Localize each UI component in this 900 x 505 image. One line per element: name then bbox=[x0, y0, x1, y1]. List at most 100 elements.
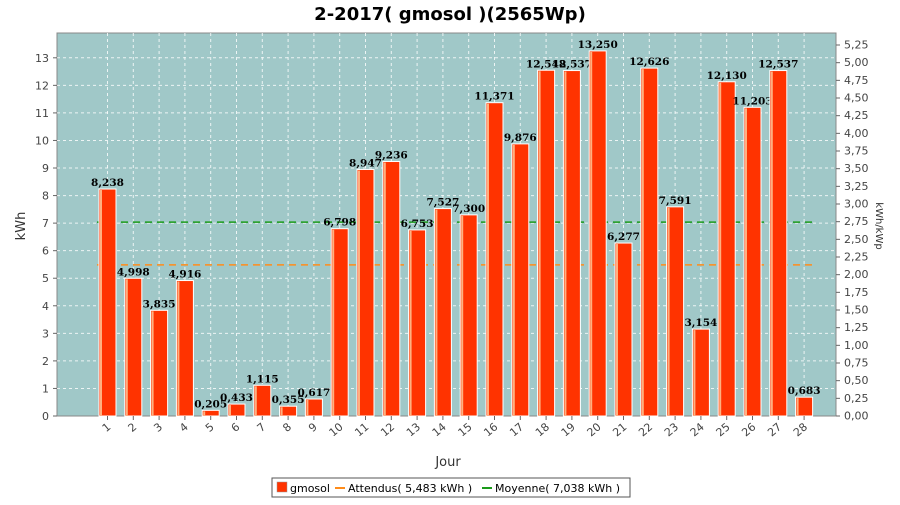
data-label: 9,236 bbox=[375, 150, 408, 162]
y-right-tick-label: 2,25 bbox=[844, 251, 869, 264]
x-tick-label: 6 bbox=[229, 420, 243, 434]
y-right-tick-label: 4,00 bbox=[844, 127, 869, 140]
bar-highlight bbox=[254, 386, 257, 416]
data-label: 6,753 bbox=[401, 218, 434, 230]
data-label: 11,203 bbox=[732, 95, 772, 107]
y-right-tick-label: 4,50 bbox=[844, 92, 869, 105]
data-label: 12,130 bbox=[707, 70, 747, 82]
data-label: 6,798 bbox=[323, 217, 356, 229]
x-tick-label: 16 bbox=[481, 420, 500, 439]
x-tick-label: 3 bbox=[151, 420, 165, 434]
bar-highlight bbox=[770, 71, 773, 417]
x-tick-label: 19 bbox=[559, 420, 578, 439]
y-tick-label: 5 bbox=[42, 272, 49, 285]
bar-highlight bbox=[719, 82, 722, 416]
bar-highlight bbox=[641, 69, 644, 416]
x-tick-label: 21 bbox=[610, 420, 629, 439]
chart-title: 2-2017( gmosol )(2565Wp) bbox=[314, 4, 586, 25]
y-right-tick-label: 0,50 bbox=[844, 374, 869, 387]
y-right-tick-label: 4,75 bbox=[844, 74, 869, 87]
data-label: 13,250 bbox=[578, 39, 618, 51]
bar-highlight bbox=[487, 103, 489, 416]
y-tick-label: 4 bbox=[42, 300, 49, 313]
y-tick-label: 13 bbox=[35, 52, 49, 65]
x-tick-label: 27 bbox=[765, 420, 784, 439]
x-tick-label: 2 bbox=[126, 420, 140, 434]
y-right-tick-label: 0,25 bbox=[844, 392, 869, 405]
data-label: 12,548 bbox=[526, 58, 566, 70]
data-label: 12,537 bbox=[552, 59, 592, 71]
y-axis-right-title: kWh/kWp bbox=[873, 202, 884, 249]
bar-highlight bbox=[332, 229, 335, 416]
legend-label-average: Moyenne( 7,038 kWh ) bbox=[495, 482, 620, 495]
y-right-tick-label: 1,00 bbox=[844, 339, 869, 352]
x-tick-label: 1 bbox=[100, 420, 114, 434]
data-label: 8,238 bbox=[91, 177, 124, 189]
y-tick-label: 12 bbox=[35, 79, 49, 92]
y-tick-label: 1 bbox=[42, 382, 49, 395]
y-right-tick-label: 0,75 bbox=[844, 357, 869, 370]
x-tick-label: 26 bbox=[739, 420, 758, 439]
x-tick-label: 14 bbox=[430, 420, 449, 439]
data-label: 1,115 bbox=[246, 373, 279, 385]
legend-label-gmosol: gmosol bbox=[290, 482, 330, 495]
y-tick-label: 9 bbox=[42, 162, 49, 175]
bar-highlight bbox=[358, 170, 360, 416]
data-label: 0,355 bbox=[272, 394, 305, 406]
data-label: 11,371 bbox=[474, 91, 514, 103]
data-label: 8,947 bbox=[349, 157, 382, 169]
bar-highlight bbox=[796, 398, 799, 416]
bar-highlight bbox=[280, 407, 283, 416]
bar-highlight bbox=[745, 108, 747, 416]
x-tick-label: 20 bbox=[585, 420, 604, 439]
bar-highlight bbox=[512, 144, 515, 416]
data-label: 0,683 bbox=[788, 385, 821, 397]
data-label: 7,527 bbox=[426, 197, 459, 209]
data-label: 7,300 bbox=[452, 203, 485, 215]
x-tick-label: 5 bbox=[203, 420, 217, 434]
x-tick-label: 4 bbox=[177, 420, 191, 434]
y-right-tick-label: 3,00 bbox=[844, 198, 869, 211]
bar-highlight bbox=[125, 279, 128, 416]
x-tick-label: 9 bbox=[306, 420, 320, 434]
y-tick-label: 6 bbox=[42, 245, 49, 258]
bar-highlight bbox=[177, 281, 180, 416]
x-tick-label: 10 bbox=[327, 420, 346, 439]
y-tick-label: 2 bbox=[42, 355, 49, 368]
bar-highlight bbox=[203, 411, 206, 416]
x-tick-label: 22 bbox=[636, 420, 655, 439]
bar-highlight bbox=[461, 215, 464, 416]
bar-highlight bbox=[229, 405, 231, 416]
y-right-tick-label: 1,50 bbox=[844, 304, 869, 317]
y-tick-label: 7 bbox=[42, 217, 49, 230]
y-right-tick-label: 3,25 bbox=[844, 180, 869, 193]
data-label: 4,998 bbox=[117, 266, 150, 278]
x-tick-label: 15 bbox=[456, 420, 475, 439]
data-label: 12,626 bbox=[629, 56, 669, 68]
y-right-tick-label: 5,00 bbox=[844, 56, 869, 69]
bar-highlight bbox=[409, 230, 412, 416]
x-tick-label: 12 bbox=[378, 420, 397, 439]
data-label: 7,591 bbox=[659, 195, 692, 207]
x-tick-label: 13 bbox=[404, 420, 423, 439]
y-tick-label: 8 bbox=[42, 190, 49, 203]
y-right-tick-label: 3,50 bbox=[844, 162, 869, 175]
data-label: 0,433 bbox=[220, 392, 253, 404]
data-label: 6,277 bbox=[607, 231, 640, 243]
x-axis-title: Jour bbox=[434, 455, 461, 470]
x-tick-label: 28 bbox=[791, 420, 810, 439]
bar-highlight bbox=[693, 330, 696, 416]
y-right-tick-label: 3,75 bbox=[844, 145, 869, 158]
y-tick-label: 11 bbox=[35, 107, 49, 120]
data-label: 3,154 bbox=[684, 317, 717, 329]
x-tick-label: 17 bbox=[507, 420, 526, 439]
x-tick-label: 8 bbox=[280, 420, 294, 434]
y-right-tick-label: 0,00 bbox=[844, 410, 869, 423]
x-tick-label: 7 bbox=[255, 420, 269, 434]
x-tick-label: 25 bbox=[714, 420, 733, 439]
y-tick-label: 3 bbox=[42, 327, 49, 340]
y-right-tick-label: 2,75 bbox=[844, 215, 869, 228]
bar-highlight bbox=[538, 71, 541, 416]
